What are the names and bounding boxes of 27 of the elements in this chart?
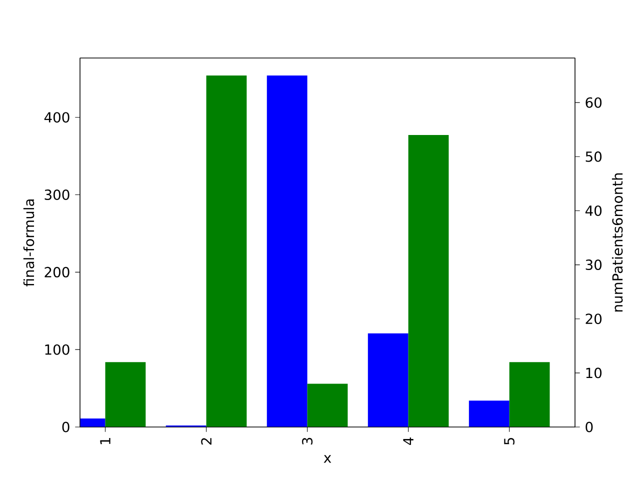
y2-tick-label: 40 [585,205,602,216]
bar [509,362,550,427]
y2-tick-label: 20 [586,314,602,324]
y2-tick-label: 30 [586,260,602,270]
bar [368,333,408,427]
x-tick-label: 2 [201,438,212,445]
x-tick-label: 5 [504,438,514,445]
y-tick-label: 200 [44,266,70,278]
bar [408,135,449,427]
bar [307,384,348,427]
x-tick-label: 3 [302,438,313,445]
y-tick-label: 400 [44,112,70,123]
y-tick-label: 0 [62,422,70,432]
y-tick-label: 300 [44,189,70,200]
bar [206,76,247,427]
y2-tick-label: 60 [586,97,602,108]
y2-axis-title: numPatients6month [612,173,623,312]
x-tick-label: 4 [403,438,414,445]
y-axis-title: final-formula [23,199,34,286]
bar [266,76,308,427]
y-tick-label: 100 [45,344,70,355]
y2-tick-label: 0 [586,422,593,432]
x-tick-label: 1 [100,438,110,444]
bar [105,362,146,427]
y2-tick-label: 50 [586,151,602,162]
x-axis-title: x [324,455,332,463]
y2-tick-label: 10 [586,368,602,378]
